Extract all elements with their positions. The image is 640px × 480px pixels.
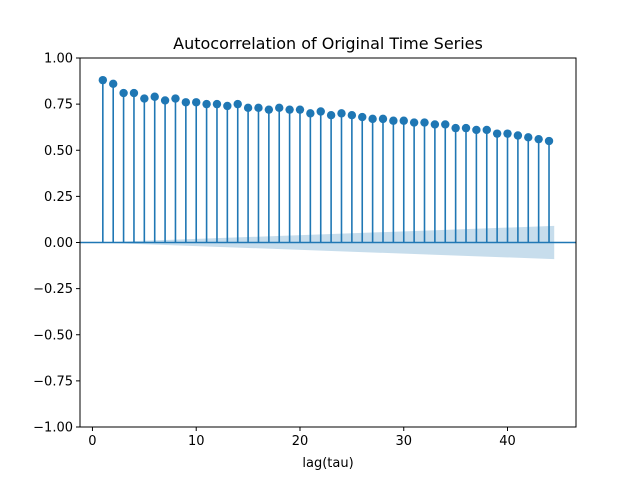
plot-area: [80, 75, 576, 260]
chart-title: Autocorrelation of Original Time Series: [173, 34, 483, 53]
acf-point: [306, 109, 315, 118]
acf-point: [399, 116, 408, 125]
acf-point: [171, 94, 180, 103]
x-tick-label: 0: [88, 434, 96, 449]
acf-point: [451, 123, 460, 133]
x-tick-label: 20: [292, 434, 309, 449]
y-tick-label: 0.00: [44, 236, 73, 251]
acf-point: [119, 88, 128, 98]
acf-point: [482, 125, 491, 135]
acf-point: [109, 79, 118, 89]
acf-point: [285, 105, 294, 114]
acf-point: [212, 99, 222, 109]
acf-point: [472, 125, 481, 135]
y-tick-label: −0.50: [33, 328, 73, 343]
x-tick-label: 10: [188, 434, 205, 449]
acf-point: [513, 131, 523, 140]
y-tick-label: 0.75: [44, 98, 73, 113]
acf-point: [430, 120, 440, 129]
y-tick-label: 1.00: [44, 52, 73, 67]
y-tick-label: 0.50: [44, 144, 73, 159]
acf-point: [441, 120, 450, 129]
acf-point: [223, 101, 232, 111]
acf-point: [181, 98, 191, 107]
acf-point: [316, 107, 325, 116]
acf-point: [461, 123, 471, 133]
acf-point: [254, 103, 263, 113]
acf-point: [264, 105, 274, 114]
y-axis: −1.00 −0.75 −0.50 −0.25 0.00 0.25 0.50 0.75 1.00: [33, 52, 80, 436]
x-axis-label: lag(tau): [302, 456, 353, 471]
y-tick-label: −1.00: [33, 421, 73, 436]
acf-point: [202, 99, 211, 109]
acf-point: [358, 112, 367, 122]
acf-point: [347, 110, 357, 120]
acf-point: [368, 114, 377, 124]
x-tick-label: 30: [395, 434, 412, 449]
acf-point: [243, 103, 253, 113]
acf-point: [98, 75, 108, 85]
y-tick-label: −0.75: [33, 374, 73, 389]
y-tick-label: −0.25: [33, 282, 73, 297]
acf-point: [295, 105, 305, 114]
x-tick-label: 40: [499, 434, 516, 449]
acf-point: [492, 129, 502, 138]
acf-point: [326, 110, 336, 120]
acf-point: [420, 118, 429, 127]
acf-point: [378, 114, 388, 124]
acf-point: [140, 94, 149, 103]
acf-point: [150, 92, 159, 101]
acf-point: [192, 98, 201, 107]
acf-point: [409, 118, 419, 127]
acf-point: [233, 99, 242, 109]
acf-point: [534, 134, 543, 144]
acf-point: [160, 96, 170, 105]
acf-point: [389, 116, 398, 125]
y-tick-label: 0.25: [44, 190, 73, 205]
acf-point: [275, 103, 284, 113]
acf-point: [524, 133, 533, 142]
acf-point: [544, 136, 554, 146]
x-axis: 0 10 20 30 40: [88, 427, 516, 449]
acf-point: [129, 88, 139, 98]
acf-point: [503, 129, 512, 138]
acf-point: [337, 109, 346, 118]
